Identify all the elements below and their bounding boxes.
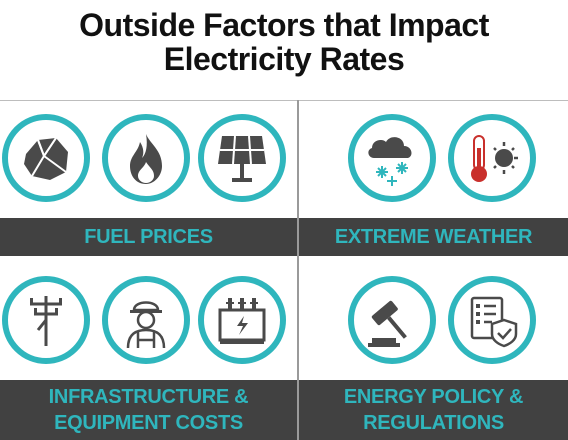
- label-fuel-prices: FUEL PRICES: [0, 218, 297, 256]
- label-energy-policy: ENERGY POLICY & REGULATIONS: [299, 380, 568, 440]
- power-pole-icon: [2, 276, 90, 364]
- transformer-icon: [198, 276, 286, 364]
- gavel-icon: [348, 276, 436, 364]
- coal-icon: [2, 114, 90, 202]
- title-line-1: Outside Factors that Impact: [79, 7, 489, 43]
- divider-vertical: [297, 100, 299, 440]
- flame-icon: [102, 114, 190, 202]
- label-energy-policy-line-1: ENERGY POLICY &: [343, 386, 524, 408]
- label-energy-policy-line-2: REGULATIONS: [363, 412, 504, 434]
- checklist-shield-icon: [448, 276, 536, 364]
- label-extreme-weather-line-1: EXTREME WEATHER: [334, 226, 533, 248]
- snow-cloud-icon: [348, 114, 436, 202]
- worker-icon: [102, 276, 190, 364]
- thermometer-sun-icon: [448, 114, 536, 202]
- page-title: Outside Factors that Impact Electricity …: [0, 0, 568, 96]
- label-infrastructure-line-1: INFRASTRUCTURE &: [48, 386, 249, 408]
- label-infrastructure: INFRASTRUCTURE & EQUIPMENT COSTS: [0, 380, 297, 440]
- divider-horizontal: [0, 100, 568, 101]
- label-extreme-weather: EXTREME WEATHER: [299, 218, 568, 256]
- label-fuel-prices-line-1: FUEL PRICES: [84, 226, 213, 248]
- solar-panel-icon: [198, 114, 286, 202]
- title-line-2: Electricity Rates: [163, 41, 405, 77]
- label-infrastructure-line-2: EQUIPMENT COSTS: [54, 412, 243, 434]
